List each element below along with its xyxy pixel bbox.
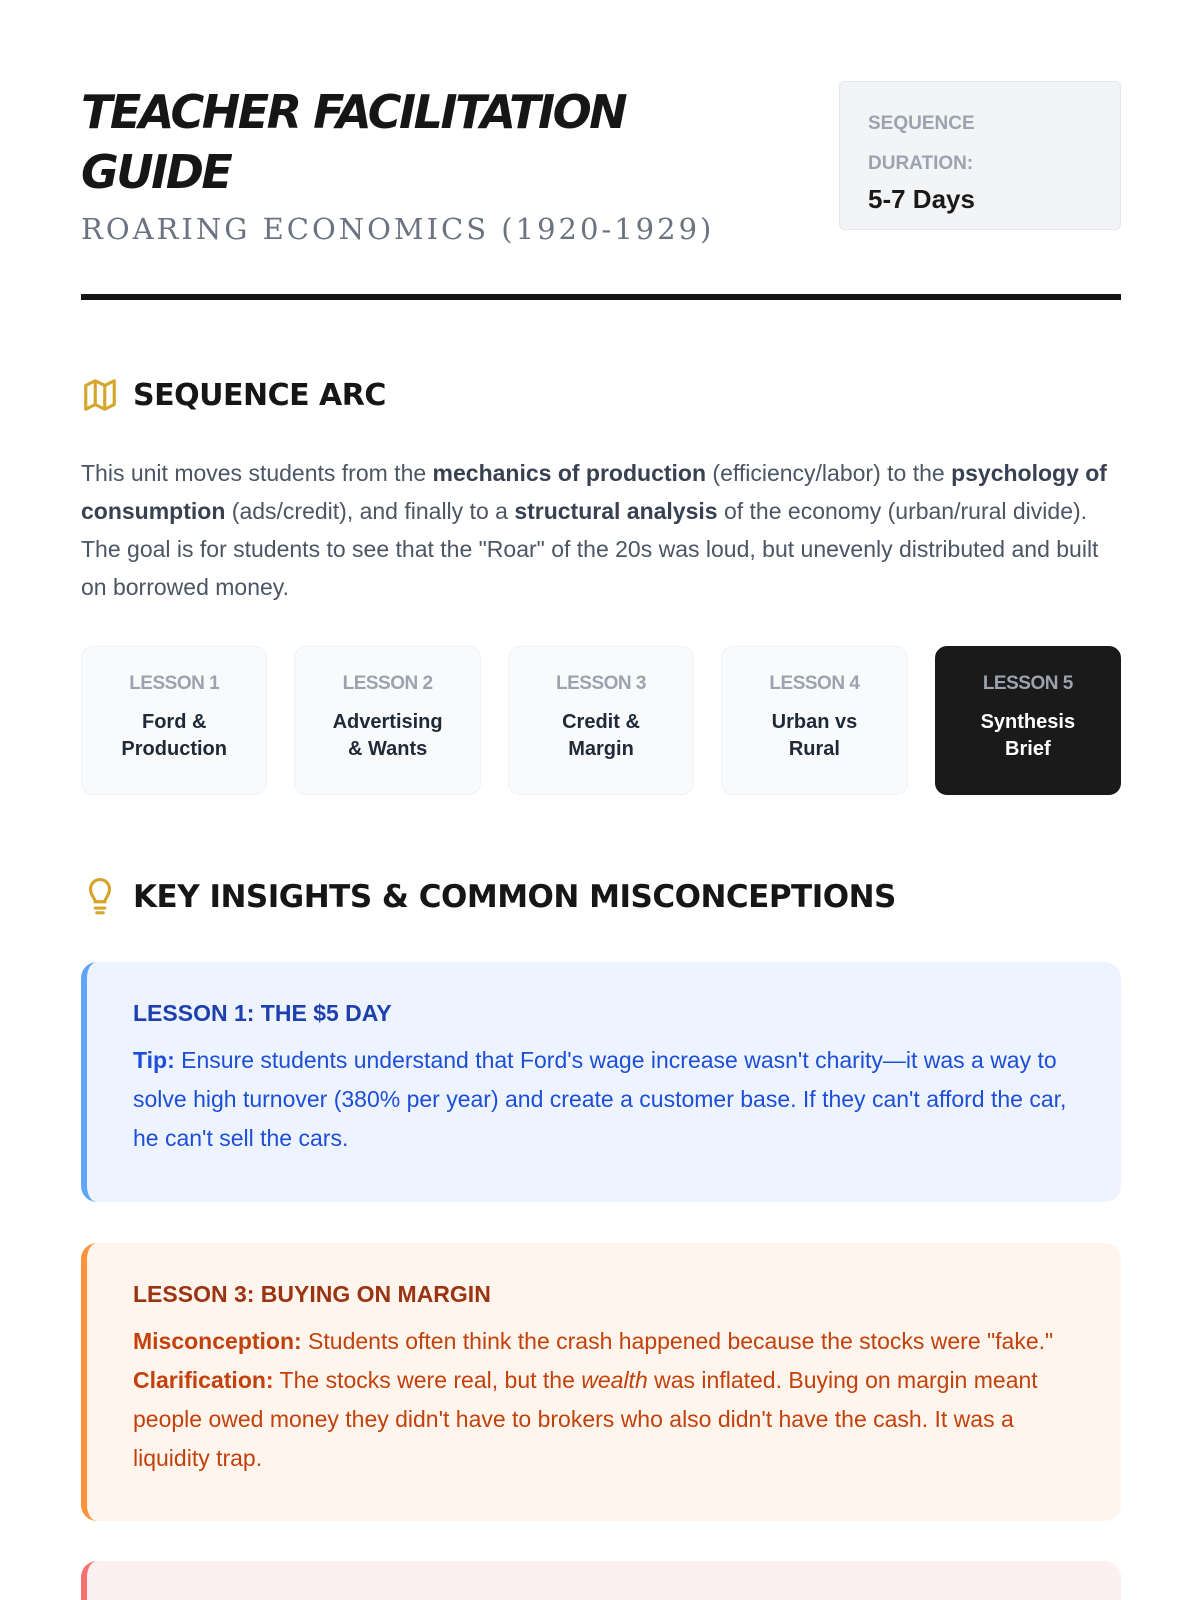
sequence-arc-heading: SEQUENCE ARC <box>81 376 386 414</box>
insight-body: Tip: Ensure students understand that For… <box>133 1041 1075 1158</box>
duration-label: SEQUENCE DURATION: <box>868 113 975 174</box>
insight-title: LESSON 1: THE $5 DAY <box>133 1000 392 1026</box>
insight-title: LESSON 3: BUYING ON MARGIN <box>133 1281 491 1307</box>
lesson-title: Urban vs Rural <box>771 711 858 760</box>
duration-panel: SEQUENCE DURATION: 5-7 Days <box>839 81 1121 230</box>
tip-label: Tip: <box>133 1047 175 1073</box>
emphasis: wealth <box>581 1367 648 1393</box>
page-title: TEACHER FACILITATION GUIDE <box>81 85 628 199</box>
lesson-number: LESSON 3 <box>556 673 646 694</box>
clarification-label: Clarification: <box>133 1367 274 1393</box>
lesson-card-5[interactable]: LESSON 5 Synthesis Brief <box>934 646 1122 795</box>
lesson-number: LESSON 5 <box>982 673 1073 694</box>
lesson-cards: LESSON 1 Ford & Production LESSON 2 Advert… <box>81 646 1122 795</box>
lesson-card-3[interactable]: LESSON 3 Credit & Margin <box>507 646 695 795</box>
header-divider <box>81 294 1121 300</box>
t: was inflated. Buying on margin meant peo… <box>133 1367 1038 1471</box>
bold: psychology of consumption <box>81 460 1107 524</box>
bold: mechanics of production <box>432 460 707 486</box>
t: This unit moves students from the <box>81 460 433 486</box>
map-icon <box>84 379 116 411</box>
insight-body: Misconception: Students often think the … <box>133 1322 1075 1478</box>
t: The stocks were real, but the <box>273 1367 582 1393</box>
insight-box-next <box>81 1561 1121 1600</box>
t: (efficiency/labor) to the <box>706 460 952 486</box>
arc-intro: This unit moves students from the mechan… <box>81 454 1121 606</box>
t: (ads/credit), and finally to a <box>225 498 515 524</box>
lesson-card-1[interactable]: LESSON 1 Ford & Production <box>81 646 268 795</box>
lesson-title: Advertising & Wants <box>332 711 443 760</box>
lesson-title: Ford & Production <box>121 711 227 760</box>
tip-text: Ensure students understand that Ford's w… <box>133 1047 1067 1151</box>
heading-text: KEY INSIGHTS & COMMON MISCONCEPTIONS <box>133 879 896 915</box>
lightbulb-icon <box>88 878 112 915</box>
insight-box-lesson-3: LESSON 3: BUYING ON MARGIN Misconception… <box>81 1243 1121 1521</box>
insights-heading: KEY INSIGHTS & COMMON MISCONCEPTIONS <box>81 878 896 916</box>
page-subtitle: ROARING ECONOMICS (1920-1929) <box>81 212 715 246</box>
bold: structural analysis <box>514 498 718 524</box>
heading-text: SEQUENCE ARC <box>133 377 386 413</box>
t: Students often think the crash happened … <box>301 1328 1054 1354</box>
lesson-card-4[interactable]: LESSON 4 Urban vs Rural <box>721 646 908 795</box>
misconception-label: Misconception: <box>133 1328 302 1354</box>
lesson-number: LESSON 2 <box>342 673 433 694</box>
lesson-title: Credit & Margin <box>562 711 640 760</box>
lesson-number: LESSON 4 <box>769 673 860 694</box>
duration-value: 5-7 Days <box>868 184 975 214</box>
lesson-title: Synthesis Brief <box>980 711 1076 760</box>
t: of the economy (urban/rural divide). The… <box>81 498 1099 600</box>
lesson-number: LESSON 1 <box>129 673 220 694</box>
insight-box-lesson-1: LESSON 1: THE $5 DAY Tip: Ensure student… <box>81 962 1121 1202</box>
lesson-card-2[interactable]: LESSON 2 Advertising & Wants <box>294 646 481 795</box>
